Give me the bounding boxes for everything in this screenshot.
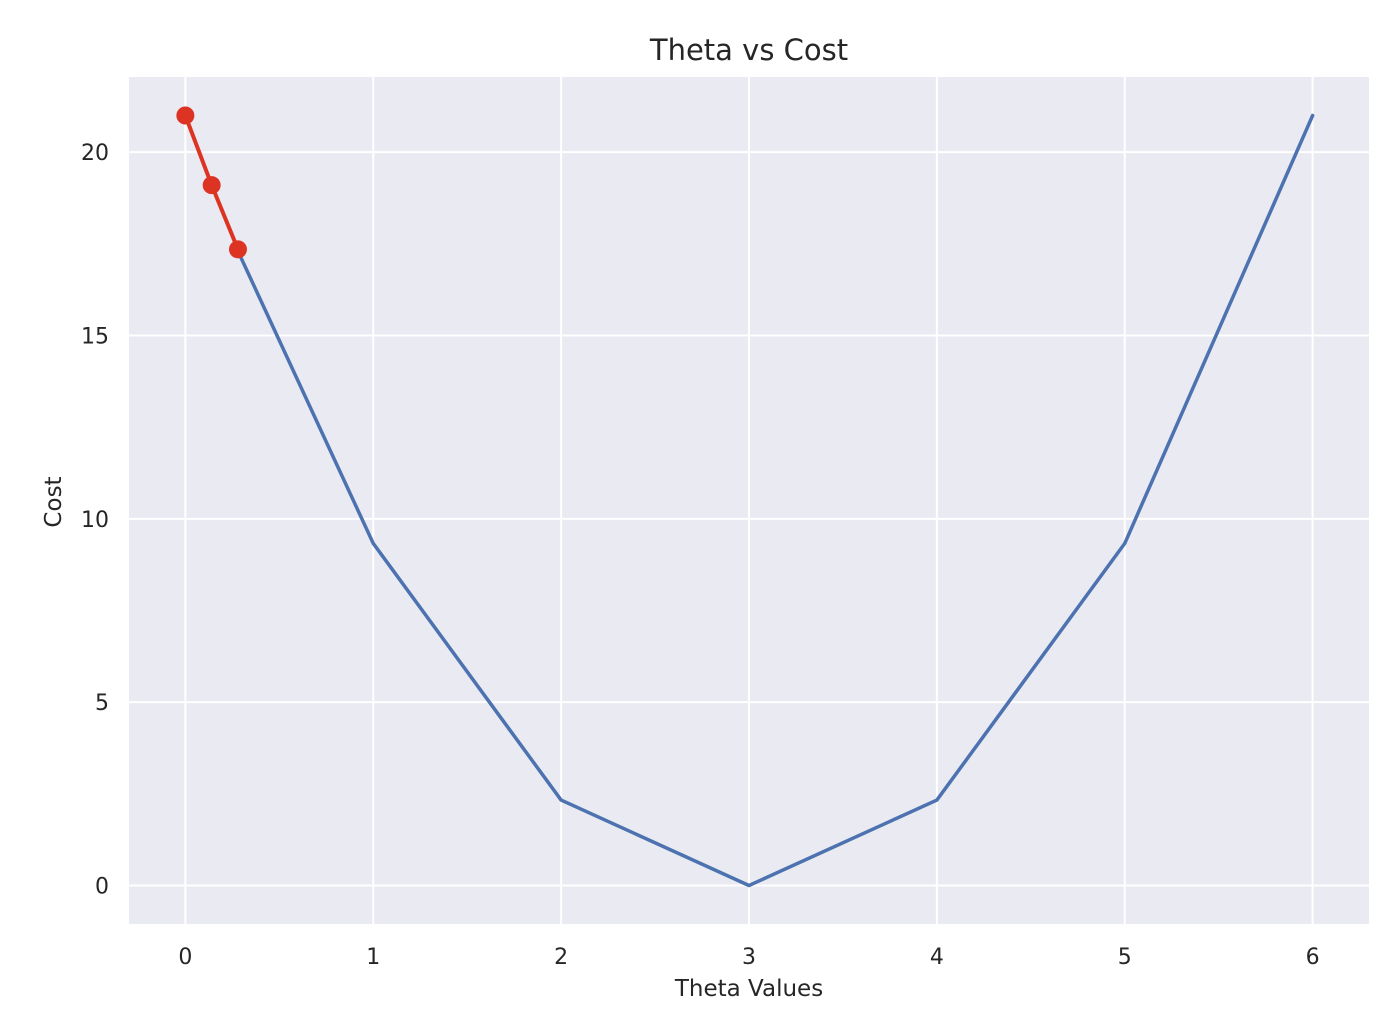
y-tick-labels: 0 5 10 15 20 (81, 141, 109, 899)
x-tick-label: 6 (1306, 945, 1320, 970)
y-tick-label: 20 (81, 141, 109, 166)
x-tick-label: 1 (366, 945, 380, 970)
descent-point (202, 176, 221, 195)
x-tick-labels: 0 1 2 3 4 5 6 (178, 945, 1319, 970)
descent-point (176, 106, 195, 125)
y-tick-label: 5 (95, 691, 109, 716)
x-axis-label: Theta Values (674, 976, 823, 1002)
y-tick-label: 10 (81, 508, 109, 533)
x-gridlines (184, 77, 1314, 924)
descent-point (228, 240, 247, 259)
x-tick-label: 0 (178, 945, 192, 970)
series-layer (176, 106, 1315, 888)
x-tick-label: 2 (554, 945, 568, 970)
y-axis-label: Cost (41, 476, 67, 527)
x-tick-label: 5 (1118, 945, 1132, 970)
y-tick-label: 15 (81, 325, 109, 350)
chart-title: Theta vs Cost (649, 33, 848, 67)
x-tick-label: 3 (742, 945, 756, 970)
cost-curve-line (236, 113, 1315, 888)
y-gridlines (129, 151, 1369, 887)
y-tick-label: 0 (95, 875, 109, 900)
x-tick-label: 4 (930, 945, 944, 970)
